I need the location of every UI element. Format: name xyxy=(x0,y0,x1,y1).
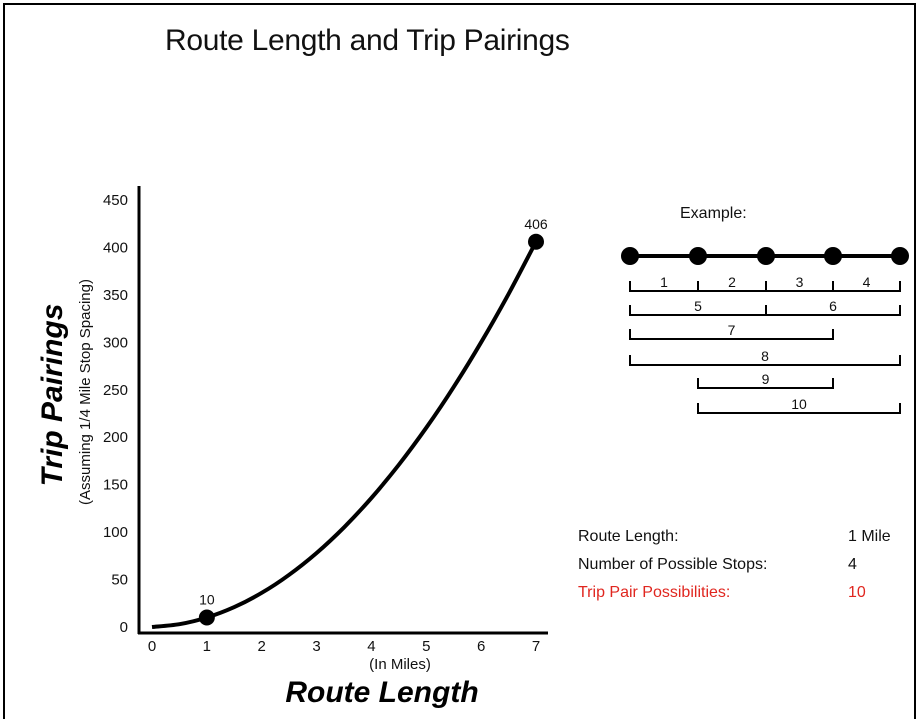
segment-bracket xyxy=(629,329,834,340)
stops-label: Number of Possible Stops: xyxy=(578,556,768,573)
example-label: Example: xyxy=(680,205,747,222)
segment-label: 1 xyxy=(660,274,668,290)
stops-value: 4 xyxy=(848,556,857,573)
data-point xyxy=(528,233,544,250)
stop-node xyxy=(689,247,707,265)
y-tick-label: 400 xyxy=(103,239,128,256)
series-line xyxy=(151,240,538,629)
data-point xyxy=(198,609,215,626)
segment-bracket xyxy=(629,355,901,366)
stop-node xyxy=(757,247,775,265)
x-tick-label: 0 xyxy=(148,638,156,655)
x-tick-label: 6 xyxy=(477,638,485,655)
segment-bracket xyxy=(697,403,901,414)
y-tick-label: 200 xyxy=(103,429,128,446)
stop-node xyxy=(891,247,909,265)
x-tick-label: 1 xyxy=(203,638,211,655)
pairs-label: Trip Pair Possibilities: xyxy=(578,584,731,601)
x-tick-label: 2 xyxy=(258,638,266,655)
x-tick-label: 3 xyxy=(312,638,320,655)
segment-label: 8 xyxy=(761,348,769,364)
figure-frame xyxy=(3,3,916,719)
y-tick-labels: 0 50 100 150 200 250 300 350 400 450 xyxy=(103,192,128,636)
data-label: 406 xyxy=(524,216,548,232)
y-tick-label: 150 xyxy=(103,477,128,494)
y-tick-label: 450 xyxy=(103,192,128,209)
segment-label: 2 xyxy=(728,274,736,290)
segment-label: 7 xyxy=(728,322,736,338)
stop-node xyxy=(621,247,639,265)
example-diagram: 1 2 3 4 5 6 7 8 9 10 xyxy=(621,247,909,414)
y-tick-label: 350 xyxy=(103,287,128,304)
x-tick-labels: 0 1 2 3 4 5 6 7 xyxy=(148,638,540,655)
stop-node xyxy=(824,247,842,265)
segment-label: 3 xyxy=(796,274,804,290)
segment-label: 9 xyxy=(762,371,770,387)
y-tick-label: 0 xyxy=(120,619,128,636)
x-axis-title: Route Length xyxy=(285,676,478,709)
route-length-value: 1 Mile xyxy=(848,528,891,545)
data-label: 10 xyxy=(199,592,215,608)
segment-bracket xyxy=(832,281,901,292)
chart-title: Route Length and Trip Pairings xyxy=(165,24,570,57)
segment-label: 10 xyxy=(791,396,807,412)
y-axis-subtitle: (Assuming 1/4 Mile Stop Spacing) xyxy=(77,279,94,505)
segment-label: 6 xyxy=(829,298,837,314)
axes xyxy=(137,186,548,635)
x-tick-label: 7 xyxy=(532,638,540,655)
segment-label: 5 xyxy=(694,298,702,314)
pairs-value: 10 xyxy=(848,584,866,601)
segment-bracket xyxy=(765,305,901,316)
segment-label: 4 xyxy=(863,274,871,290)
x-axis-subtitle: (In Miles) xyxy=(369,656,431,673)
route-length-label: Route Length: xyxy=(578,528,679,545)
y-axis-title: Trip Pairings xyxy=(36,304,69,487)
x-tick-label: 4 xyxy=(367,638,375,655)
x-tick-label: 5 xyxy=(422,638,430,655)
y-tick-label: 300 xyxy=(103,334,128,351)
y-tick-label: 250 xyxy=(103,382,128,399)
segment-bracket xyxy=(697,378,834,389)
data-points: 10 406 xyxy=(198,216,548,626)
y-tick-label: 50 xyxy=(111,572,128,589)
y-tick-label: 100 xyxy=(103,524,128,541)
